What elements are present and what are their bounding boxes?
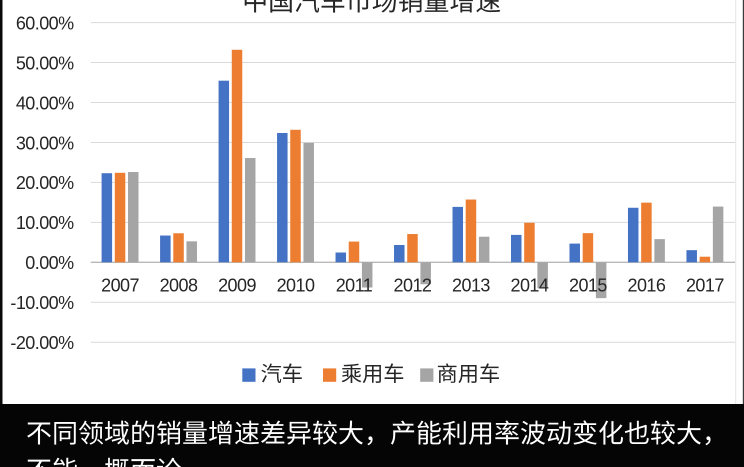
svg-text:2014: 2014 [511, 276, 549, 296]
svg-text:2017: 2017 [686, 276, 724, 296]
svg-text:0.00%: 0.00% [25, 253, 74, 273]
svg-text:2015: 2015 [569, 276, 607, 296]
svg-text:2011: 2011 [336, 276, 373, 296]
svg-text:-20.00%: -20.00% [10, 333, 74, 353]
svg-text:2010: 2010 [277, 276, 315, 296]
svg-text:-10.00%: -10.00% [10, 293, 74, 313]
svg-text:40.00%: 40.00% [16, 93, 74, 113]
svg-text:20.00%: 20.00% [16, 173, 74, 193]
svg-text:2016: 2016 [627, 276, 665, 296]
svg-text:50.00%: 50.00% [16, 53, 74, 73]
svg-text:60.00%: 60.00% [16, 13, 74, 33]
svg-text:2012: 2012 [394, 276, 432, 296]
svg-text:10.00%: 10.00% [16, 213, 74, 233]
svg-text:2013: 2013 [452, 276, 490, 296]
svg-text:2008: 2008 [160, 276, 198, 296]
svg-text:2009: 2009 [218, 276, 256, 296]
svg-text:30.00%: 30.00% [16, 133, 74, 153]
svg-text:2007: 2007 [101, 276, 139, 296]
